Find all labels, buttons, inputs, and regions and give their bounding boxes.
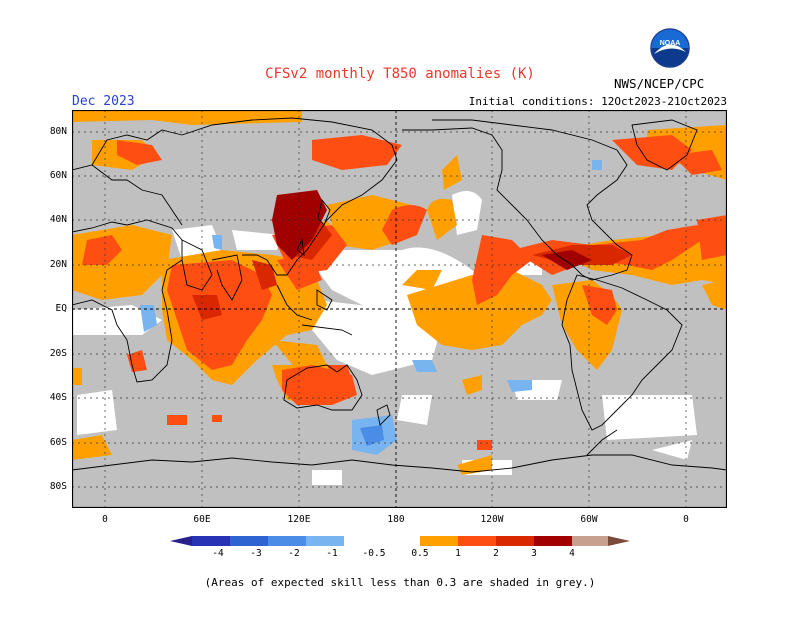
lon-label-180: 180 <box>387 514 405 525</box>
lat-label-60s: 60S <box>49 437 67 448</box>
lat-label-20n: 20N <box>49 259 67 270</box>
map-frame <box>72 110 727 508</box>
colorbar-label-neg1: -1 <box>326 548 338 559</box>
colorbar-label-neg2: -2 <box>288 548 300 559</box>
colorbar-label-pos1: 1 <box>455 548 461 559</box>
lat-label-40n: 40N <box>49 214 67 225</box>
colorbar <box>170 536 630 546</box>
lat-label-80n: 80N <box>49 126 67 137</box>
page-title: CFSv2 monthly T850 anomalies (K) <box>265 66 535 82</box>
lon-label-60w: 60W <box>580 514 598 525</box>
colorbar-max-arrow <box>608 536 630 546</box>
colorbar-bin-neutral <box>344 536 382 546</box>
colorbar-bin-pos-3 <box>534 536 572 546</box>
colorbar-bin-neg-2 <box>268 536 306 546</box>
lon-label-0-east: 0 <box>683 514 689 525</box>
colorbar-bin-pos-2 <box>496 536 534 546</box>
lon-label-120e: 120E <box>287 514 311 525</box>
colorbar-bin-neutral-2 <box>382 536 420 546</box>
colorbar-label-neg3: -3 <box>250 548 262 559</box>
lon-label-60e: 60E <box>193 514 211 525</box>
colorbar-label-neg4: -4 <box>212 548 224 559</box>
skill-footnote: (Areas of expected skill less than 0.3 a… <box>204 576 596 589</box>
colorbar-label-pos4: 4 <box>569 548 575 559</box>
valid-month-label: Dec 2023 <box>72 94 135 109</box>
lat-label-20s: 20S <box>49 348 67 359</box>
colorbar-label-pos3: 3 <box>531 548 537 559</box>
negative-anomaly-1-regions <box>360 425 384 446</box>
noaa-logo: NOAA <box>650 28 690 68</box>
colorbar-label-pos0.5: 0.5 <box>411 548 429 559</box>
colorbar-bin-neg-3 <box>230 536 268 546</box>
coastlines <box>72 117 727 473</box>
lon-label-120w: 120W <box>480 514 504 525</box>
colorbar-bin-pos-1 <box>458 536 496 546</box>
logo-text: NOAA <box>660 40 681 47</box>
lat-label-60n: 60N <box>49 170 67 181</box>
colorbar-label-neg0.5: -0.5 <box>362 548 386 559</box>
colorbar-bin-neg-1 <box>306 536 344 546</box>
colorbar-min-arrow <box>170 536 192 546</box>
colorbar-bin-neg-4 <box>192 536 230 546</box>
lon-label-0: 0 <box>102 514 108 525</box>
colorbar-label-pos2: 2 <box>493 548 499 559</box>
lat-label-40s: 40S <box>49 392 67 403</box>
colorbar-bin-pos-0.5 <box>420 536 458 546</box>
equator-dateline-lines <box>72 110 727 508</box>
anomaly-map <box>72 110 727 508</box>
agency-label: NWS/NCEP/CPC <box>614 76 705 91</box>
colorbar-bin-pos-4 <box>572 536 608 546</box>
initial-conditions-label: Initial conditions: 12Oct2023-21Oct2023 <box>468 95 727 108</box>
lat-label-eq: EQ <box>55 303 67 314</box>
lat-label-80s: 80S <box>49 481 67 492</box>
positive-anomaly-3-regions <box>272 190 592 270</box>
